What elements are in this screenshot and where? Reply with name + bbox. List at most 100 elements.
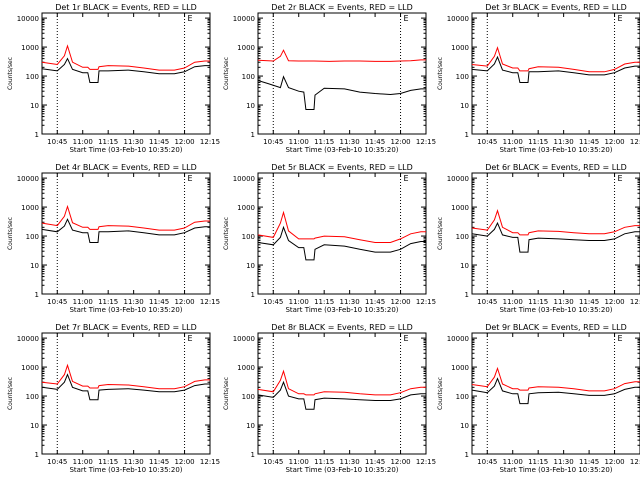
x-axis-label: Start Time (03-Feb-10 10:35:20) [499, 466, 612, 474]
x-tick-label: 12:15 [630, 298, 640, 306]
x-axis-label: Start Time (03-Feb-10 10:35:20) [69, 146, 182, 154]
y-axis-label: Counts/sec [223, 57, 230, 90]
x-axis-label: Start Time (03-Feb-10 10:35:20) [499, 146, 612, 154]
y-tick-label: 1000 [237, 364, 255, 372]
y-tick-label: 1 [465, 291, 469, 299]
y-tick-label: 1000 [237, 44, 255, 52]
x-tick-label: 10:45 [263, 298, 283, 306]
x-tick-label: 11:30 [124, 298, 144, 306]
y-axis-label: Counts/sec [7, 217, 14, 250]
x-tick-label: 11:30 [340, 138, 360, 146]
x-tick-label: 11:30 [340, 298, 360, 306]
x-tick-label: 11:15 [314, 298, 334, 306]
lld-series-line [257, 369, 426, 396]
y-axis-label: Counts/sec [437, 377, 444, 410]
x-tick-label: 12:00 [390, 298, 410, 306]
plot-frame [41, 332, 211, 455]
lld-series-line [41, 204, 210, 231]
x-tick-label: 11:45 [579, 458, 599, 466]
x-tick-label: 11:45 [579, 138, 599, 146]
y-tick-label: 100 [26, 73, 39, 81]
y-tick-label: 1000 [451, 364, 469, 372]
x-tick-label: 11:30 [124, 138, 144, 146]
x-tick-label: 12:00 [390, 138, 410, 146]
x-tick-label: 11:30 [554, 298, 574, 306]
x-tick-label: 11:15 [528, 138, 548, 146]
x-axis-label: Start Time (03-Feb-10 10:35:20) [285, 306, 398, 314]
x-tick-label: 11:00 [503, 138, 523, 146]
events-series-line [257, 380, 426, 410]
y-tick-label: 1000 [237, 204, 255, 212]
y-tick-label: 100 [26, 393, 39, 401]
y-tick-label: 10 [246, 422, 255, 430]
x-tick-label: 11:45 [149, 298, 169, 306]
x-tick-label: 12:00 [604, 138, 624, 146]
y-tick-label: 10000 [17, 15, 39, 23]
events-series-line [471, 55, 640, 83]
x-tick-label: 11:30 [340, 458, 360, 466]
x-tick-label: 11:00 [73, 458, 93, 466]
x-tick-label: 12:15 [416, 138, 436, 146]
x-axis-label: Start Time (03-Feb-10 10:35:20) [69, 466, 182, 474]
events-series-line [41, 57, 210, 83]
x-tick-label: 10:45 [477, 458, 497, 466]
y-axis-label: Counts/sec [223, 217, 230, 250]
y-tick-label: 10 [30, 262, 39, 270]
corner-label: E [618, 334, 623, 343]
events-series-line [41, 218, 210, 243]
y-tick-label: 1 [251, 131, 255, 139]
y-tick-label: 100 [242, 73, 255, 81]
x-tick-label: 12:15 [416, 298, 436, 306]
y-tick-label: 100 [456, 73, 469, 81]
y-axis-label: Counts/sec [7, 57, 14, 90]
corner-label: E [404, 174, 409, 183]
events-series-line [471, 377, 640, 405]
events-series-line [257, 75, 426, 110]
y-tick-label: 100 [456, 393, 469, 401]
events-series-line [471, 221, 640, 253]
x-axis-label: Start Time (03-Feb-10 10:35:20) [499, 306, 612, 314]
x-tick-label: 11:15 [528, 458, 548, 466]
corner-label: E [188, 14, 193, 23]
y-tick-label: 1 [251, 451, 255, 459]
corner-label: E [188, 334, 193, 343]
x-tick-label: 12:00 [174, 138, 194, 146]
plot-frame [41, 172, 211, 295]
lld-series-line [41, 363, 210, 390]
y-tick-label: 10000 [233, 335, 255, 343]
x-axis-label: Start Time (03-Feb-10 10:35:20) [285, 466, 398, 474]
x-tick-label: 11:15 [314, 458, 334, 466]
y-tick-label: 100 [242, 233, 255, 241]
y-tick-label: 10 [30, 102, 39, 110]
x-tick-label: 11:00 [73, 298, 93, 306]
x-tick-label: 11:45 [365, 458, 385, 466]
plot-frame [471, 332, 640, 455]
x-tick-label: 12:00 [390, 458, 410, 466]
x-tick-label: 11:15 [98, 298, 118, 306]
chart-title: Det 8r BLACK = Events, RED = LLD [271, 323, 413, 332]
x-tick-label: 10:45 [47, 298, 67, 306]
plot-frame [257, 172, 427, 295]
x-tick-label: 11:45 [149, 458, 169, 466]
y-tick-label: 10 [460, 102, 469, 110]
x-tick-label: 11:45 [149, 138, 169, 146]
y-axis-label: Counts/sec [223, 377, 230, 410]
x-tick-label: 10:45 [47, 458, 67, 466]
x-tick-label: 10:45 [477, 298, 497, 306]
y-axis-label: Counts/sec [437, 57, 444, 90]
x-tick-label: 12:00 [604, 458, 624, 466]
corner-label: E [404, 334, 409, 343]
x-tick-label: 10:45 [263, 138, 283, 146]
x-tick-label: 11:15 [314, 138, 334, 146]
y-tick-label: 1 [35, 291, 39, 299]
x-tick-label: 10:45 [47, 138, 67, 146]
y-tick-label: 10000 [233, 175, 255, 183]
lld-series-line [471, 209, 640, 236]
x-tick-label: 11:45 [365, 298, 385, 306]
y-tick-label: 10 [460, 262, 469, 270]
y-tick-label: 10000 [233, 15, 255, 23]
